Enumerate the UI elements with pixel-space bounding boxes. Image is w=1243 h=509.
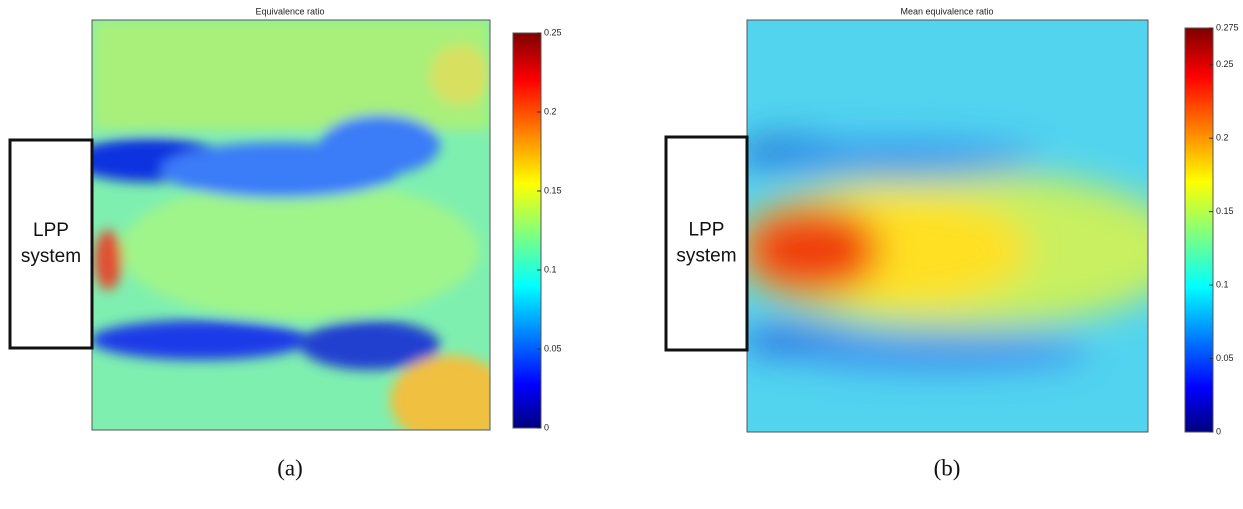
box-label: LPP	[689, 220, 725, 241]
colorbar-tick-label: 0.15	[1216, 206, 1234, 216]
colorbar-tick-label: 0.25	[1216, 59, 1234, 69]
colorbar-tick-label: 0.275	[1216, 22, 1239, 32]
lpp-box	[8, 138, 94, 350]
colorbar-tick-label: 0.05	[1216, 353, 1234, 363]
colorbar-tick-label: 0.15	[544, 185, 562, 195]
box-label: system	[676, 246, 736, 267]
colorbar-tick-label: 0.2	[544, 106, 557, 116]
lpp-box	[664, 135, 749, 352]
box-label: system	[21, 246, 81, 267]
caption: (a)	[277, 455, 303, 480]
box-label: LPP	[33, 220, 69, 241]
colorbar-tick-label: 0.25	[544, 27, 562, 37]
colorbar-tick-label: 0.1	[544, 264, 557, 274]
panel-title: Equivalence ratio	[255, 6, 324, 16]
field-a	[92, 20, 490, 430]
panel-title: Mean equivalence ratio	[900, 6, 993, 16]
colorbar	[1184, 27, 1214, 433]
colorbar-tick-label: 0	[544, 422, 549, 432]
field-b	[747, 20, 1148, 432]
colorbar-tick-label: 0.05	[544, 343, 562, 353]
colorbar-tick-label: 0	[1216, 426, 1221, 436]
colorbar-tick-label: 0.1	[1216, 279, 1229, 289]
colorbar	[512, 32, 542, 429]
caption: (b)	[934, 455, 961, 480]
colorbar-tick-label: 0.2	[1216, 133, 1229, 143]
